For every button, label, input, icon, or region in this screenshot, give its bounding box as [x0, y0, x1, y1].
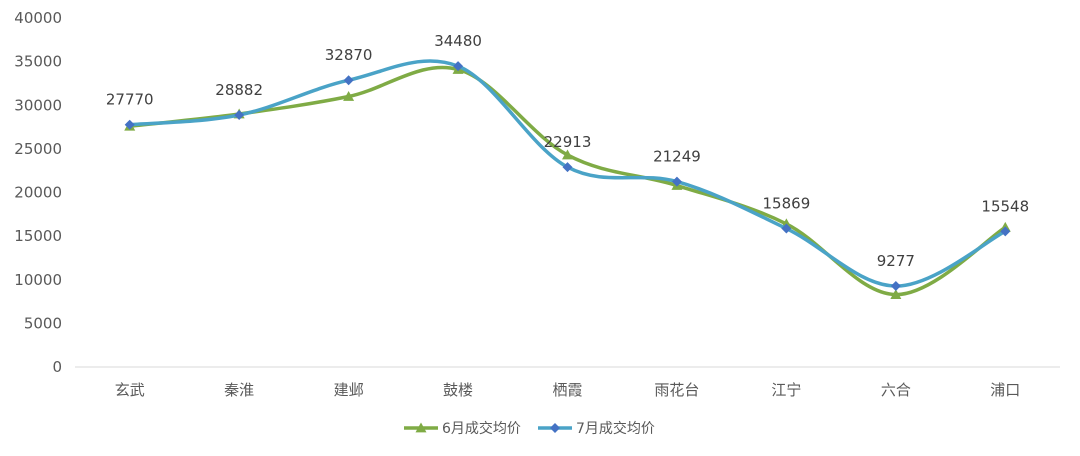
data-label: 21249: [653, 148, 701, 166]
x-tick-label: 雨花台: [654, 381, 699, 399]
data-label: 32870: [325, 46, 373, 64]
data-point: [343, 75, 354, 86]
series-2: [124, 59, 1011, 292]
legend: 6月成交均价 7月成交均价: [404, 420, 655, 437]
data-label: 15548: [981, 197, 1029, 215]
y-tick-label: 30000: [14, 96, 62, 114]
data-label: 27770: [106, 91, 154, 109]
legend-swatch-marker: [415, 422, 427, 433]
data-label: 34480: [434, 32, 482, 50]
x-tick-label: 玄武: [115, 381, 145, 399]
x-tick-label: 六合: [881, 381, 911, 399]
y-axis: 0 5000 10000 15000 20000 25000 30000 35000 40000: [14, 9, 62, 376]
legend-label: 6月成交均价: [442, 420, 521, 437]
data-point: [124, 119, 135, 130]
series-line: [127, 65, 1008, 297]
y-tick-label: 25000: [14, 140, 62, 158]
y-tick-label: 35000: [14, 53, 62, 71]
data-labels: 27770 28882 32870 34480 22913 21249 15869 9277 1…: [106, 32, 1029, 270]
x-axis: 玄武 秦淮 建邺 鼓楼 栖霞 雨花台 江宁 六合 浦口: [75, 366, 1060, 399]
y-tick-label: 15000: [14, 227, 62, 245]
data-point: [890, 281, 901, 292]
x-tick-label: 鼓楼: [443, 381, 473, 399]
data-label: 15869: [763, 195, 811, 213]
data-point: [671, 176, 682, 187]
x-tick-label: 浦口: [990, 381, 1020, 399]
x-tick-label: 秦淮: [224, 381, 254, 399]
data-point: [781, 223, 792, 234]
data-label: 28882: [215, 81, 263, 99]
data-point: [1000, 226, 1011, 237]
legend-swatch-marker: [550, 423, 560, 433]
y-tick-label: 0: [52, 358, 62, 376]
data-point: [234, 110, 245, 121]
data-point: [562, 149, 573, 160]
x-tick-label: 江宁: [771, 381, 801, 399]
data-point: [562, 162, 573, 173]
legend-label: 7月成交均价: [576, 420, 655, 437]
data-point: [890, 289, 902, 299]
x-tick-label: 栖霞: [552, 381, 582, 399]
x-tick-label: 建邺: [334, 381, 364, 399]
y-tick-label: 5000: [24, 314, 62, 332]
data-label: 9277: [877, 252, 915, 270]
legend-item: 6月成交均价: [404, 420, 521, 437]
series-layer: [124, 59, 1011, 299]
y-tick-label: 40000: [14, 9, 62, 27]
data-point: [453, 61, 464, 72]
data-point: [343, 91, 355, 101]
y-tick-label: 20000: [14, 184, 62, 202]
data-label: 22913: [544, 133, 592, 151]
legend-item: 7月成交均价: [538, 420, 655, 437]
y-tick-label: 10000: [14, 271, 62, 289]
